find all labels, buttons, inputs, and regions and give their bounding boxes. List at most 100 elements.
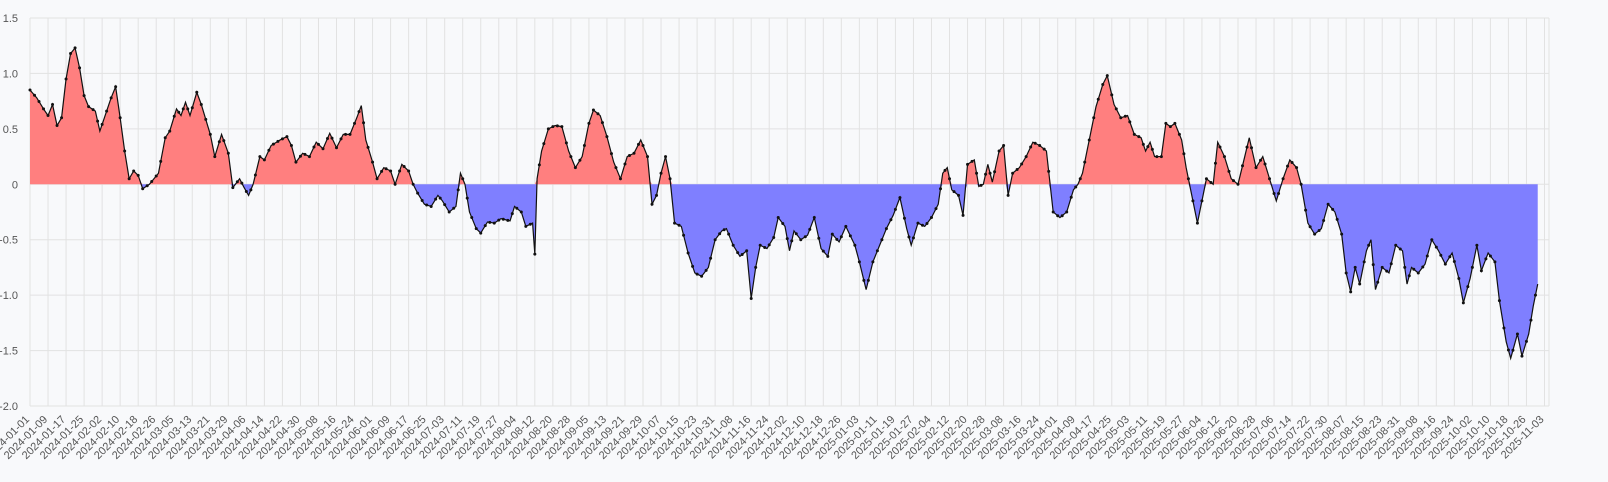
data-point	[763, 245, 767, 249]
data-point	[957, 193, 961, 197]
data-point	[461, 177, 465, 181]
data-point	[150, 180, 154, 184]
data-point	[524, 224, 528, 228]
data-point	[785, 237, 789, 241]
data-point	[127, 177, 131, 181]
data-point	[141, 187, 145, 191]
data-point	[380, 169, 384, 173]
data-point	[1006, 193, 1010, 197]
data-point	[1443, 262, 1447, 266]
data-point	[821, 249, 825, 253]
data-point	[537, 163, 541, 167]
data-point	[1038, 143, 1042, 147]
data-point	[64, 77, 68, 81]
data-point	[1475, 243, 1479, 247]
data-point	[1011, 171, 1015, 175]
data-point	[222, 139, 226, 143]
data-point	[1268, 177, 1272, 181]
data-point	[1096, 97, 1100, 101]
data-point	[1290, 160, 1294, 164]
data-point	[1213, 161, 1217, 165]
data-point	[1515, 332, 1519, 336]
data-point	[1105, 74, 1109, 78]
data-point	[911, 236, 915, 240]
data-point	[1529, 318, 1533, 322]
data-point	[1493, 260, 1497, 264]
data-point	[253, 173, 257, 177]
y-tick-label: 1.5	[3, 13, 18, 25]
data-point	[488, 220, 492, 224]
data-point	[163, 136, 167, 140]
data-point	[168, 129, 172, 133]
data-point	[866, 278, 870, 282]
data-point	[889, 218, 893, 222]
data-point	[655, 193, 659, 197]
data-point	[1457, 277, 1461, 281]
data-point	[979, 183, 983, 187]
data-point	[902, 216, 906, 220]
data-point	[664, 155, 668, 159]
y-tick-label: 1.0	[3, 68, 18, 80]
data-point	[668, 177, 672, 181]
data-point	[1254, 166, 1258, 170]
data-point	[262, 158, 266, 162]
data-point	[718, 232, 722, 236]
data-point	[618, 177, 622, 181]
data-point	[1182, 152, 1186, 156]
data-point	[1470, 265, 1474, 269]
data-point	[1407, 274, 1411, 278]
data-point	[366, 145, 370, 149]
data-point	[136, 173, 140, 177]
data-point	[1389, 262, 1393, 266]
data-point	[470, 216, 474, 220]
data-point	[880, 238, 884, 242]
data-point	[551, 125, 555, 129]
data-point	[1353, 265, 1357, 269]
data-point	[1074, 185, 1078, 189]
data-point	[1299, 182, 1303, 186]
data-point	[1191, 199, 1195, 203]
data-point	[677, 223, 681, 227]
data-point	[934, 207, 938, 211]
data-point	[307, 155, 311, 159]
data-point	[754, 265, 758, 269]
area-fills	[30, 47, 1538, 359]
data-point	[1204, 177, 1208, 181]
data-point	[1403, 265, 1407, 269]
data-point	[1344, 271, 1348, 275]
data-point	[1164, 121, 1168, 125]
data-point	[600, 121, 604, 125]
data-point	[91, 108, 95, 112]
data-point	[240, 181, 244, 185]
data-point	[578, 158, 582, 162]
data-point	[73, 46, 77, 50]
data-point	[118, 116, 122, 120]
data-point	[506, 218, 510, 222]
data-point	[60, 116, 64, 120]
data-point	[244, 189, 248, 193]
data-point	[42, 107, 46, 111]
data-point	[434, 197, 438, 201]
data-point	[916, 221, 920, 225]
data-point	[177, 110, 181, 114]
data-point	[623, 162, 627, 166]
data-point	[1331, 207, 1335, 211]
data-point	[898, 196, 902, 200]
data-point	[1236, 182, 1240, 186]
data-point	[546, 127, 550, 131]
data-point	[87, 105, 91, 109]
data-point	[875, 249, 879, 253]
data-point	[871, 260, 875, 264]
data-point	[1295, 166, 1299, 170]
data-point	[839, 235, 843, 239]
data-point	[492, 221, 496, 225]
data-point	[312, 145, 316, 149]
data-point	[997, 149, 1001, 153]
data-point	[226, 151, 230, 155]
data-point	[1087, 138, 1091, 142]
data-point	[794, 232, 798, 236]
data-point	[154, 174, 158, 178]
data-point	[587, 121, 591, 125]
